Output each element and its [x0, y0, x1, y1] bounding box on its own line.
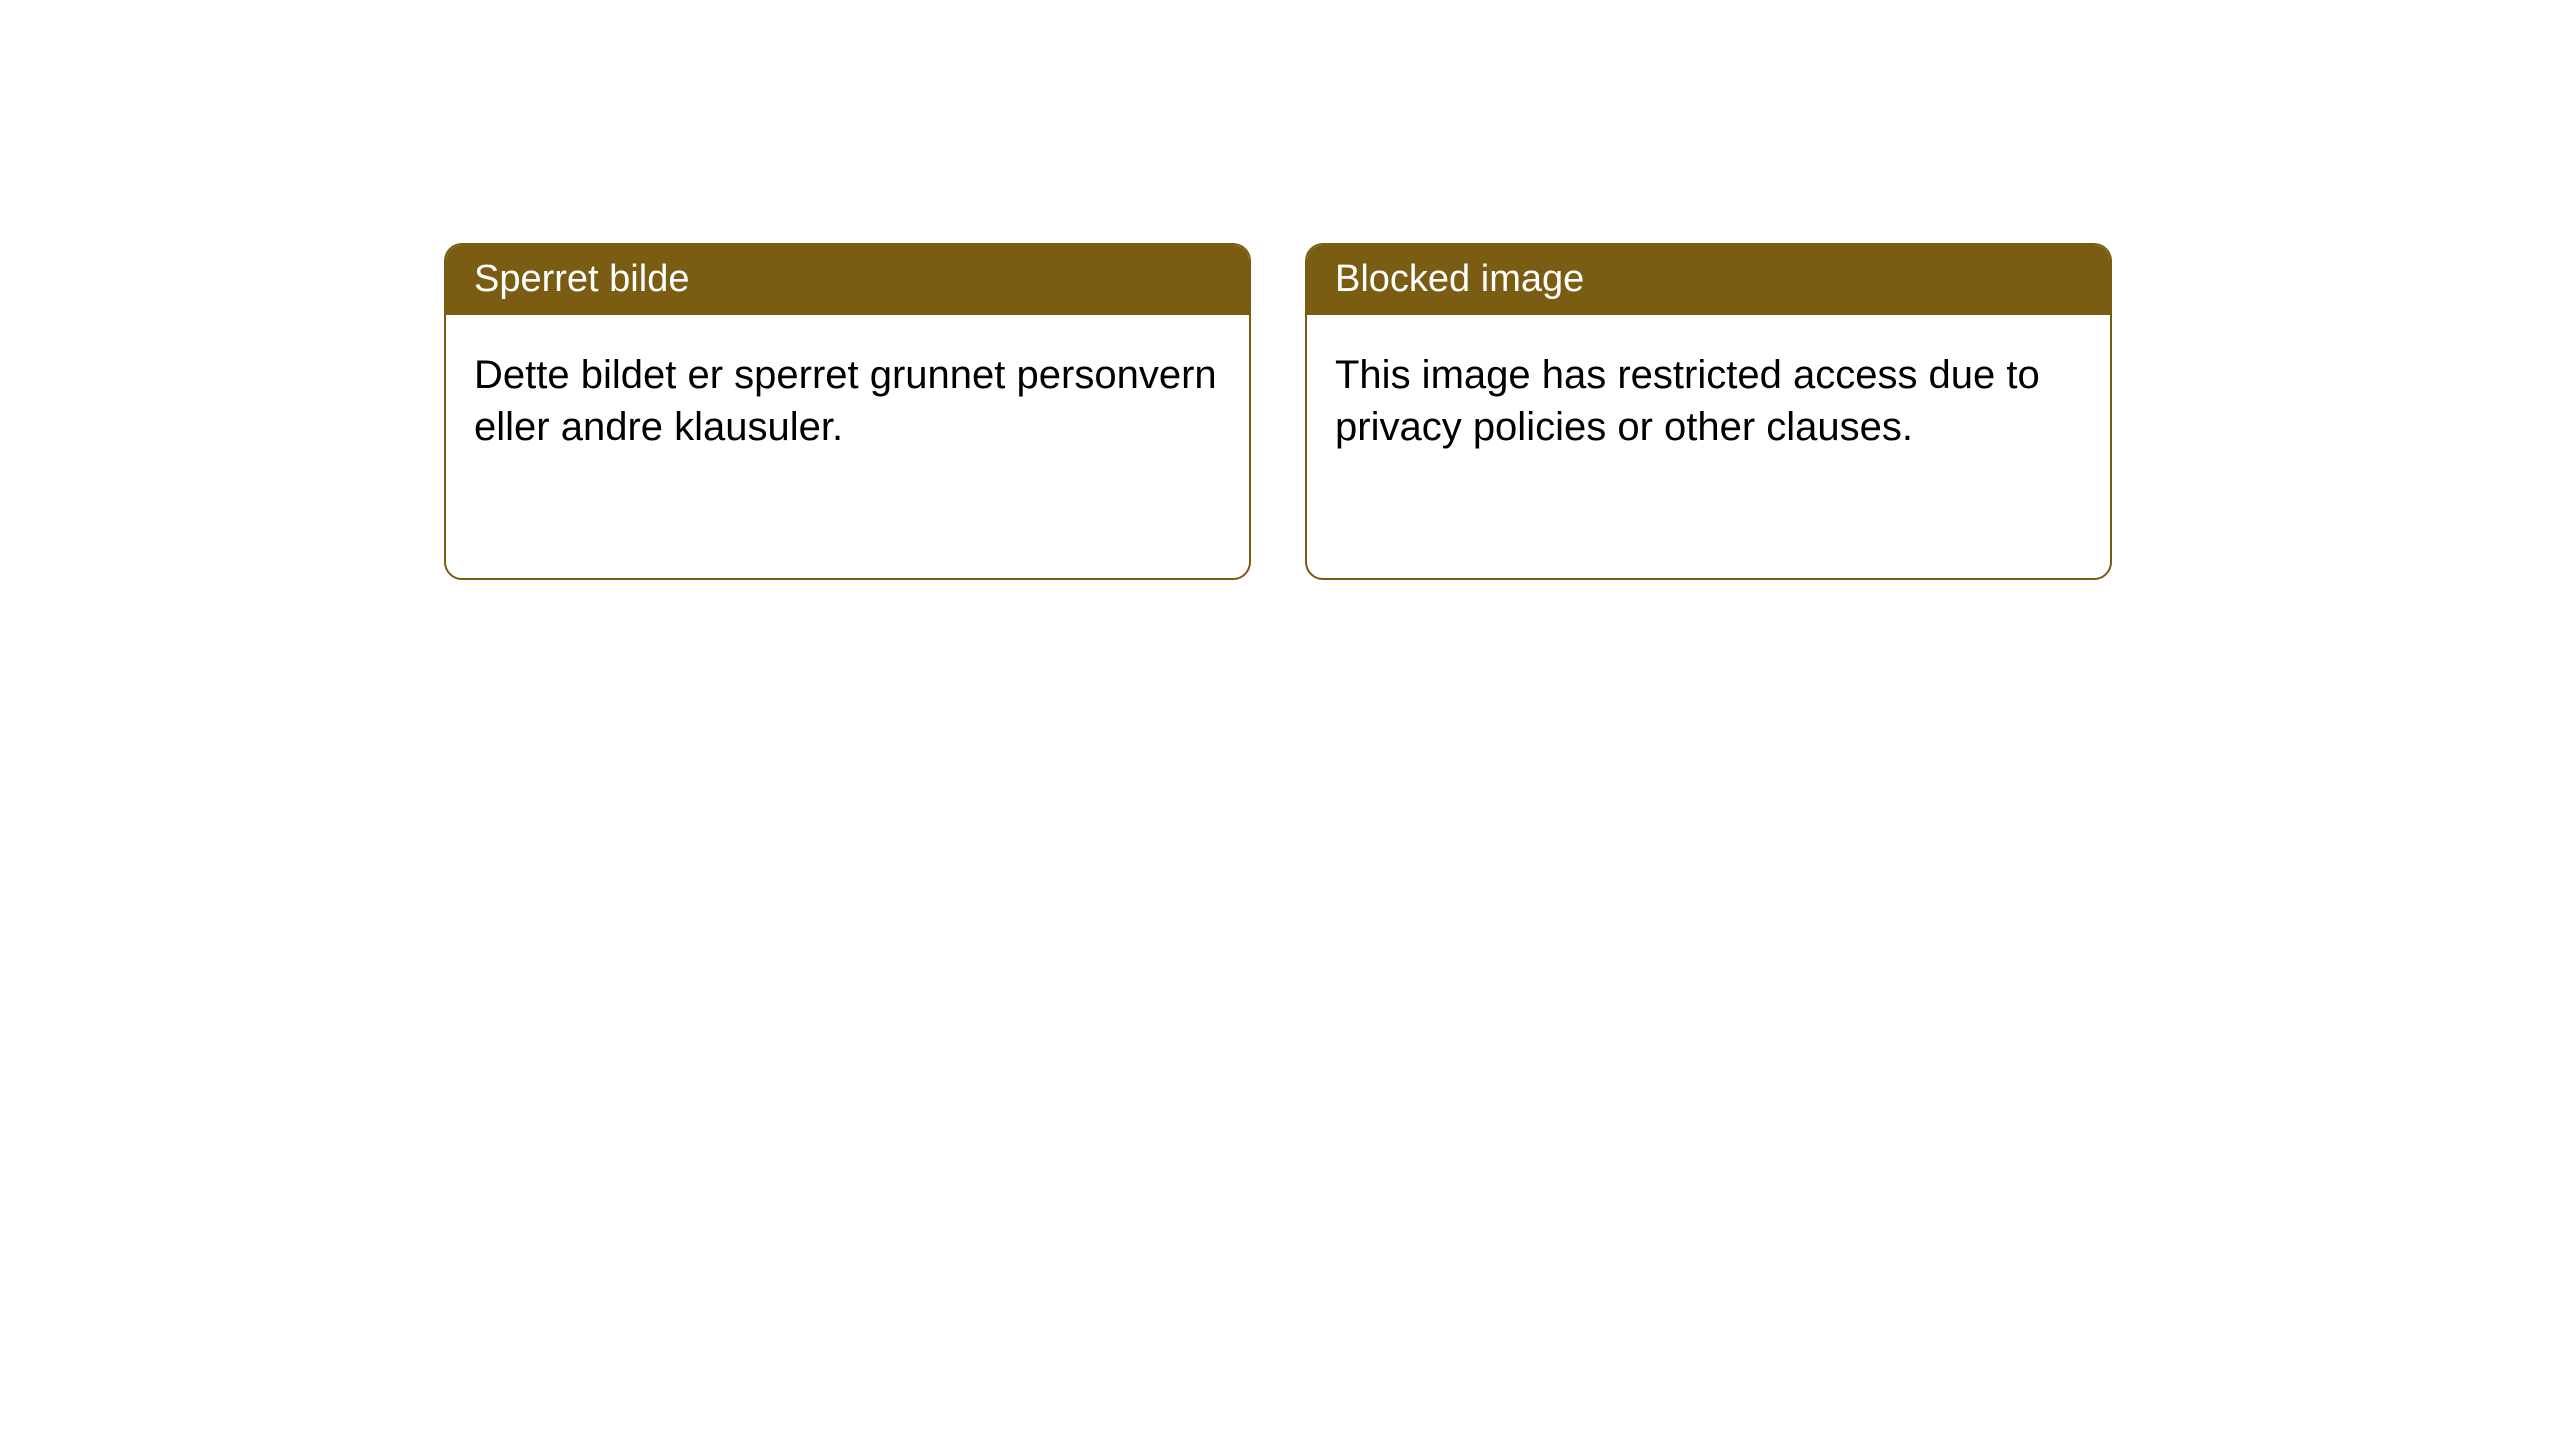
notice-card-norwegian: Sperret bilde Dette bildet er sperret gr… — [444, 243, 1251, 580]
notice-header: Blocked image — [1307, 245, 2110, 315]
notice-header: Sperret bilde — [446, 245, 1249, 315]
notice-body: This image has restricted access due to … — [1307, 315, 2110, 487]
notice-card-english: Blocked image This image has restricted … — [1305, 243, 2112, 580]
notice-body: Dette bildet er sperret grunnet personve… — [446, 315, 1249, 487]
notice-container: Sperret bilde Dette bildet er sperret gr… — [444, 243, 2112, 580]
